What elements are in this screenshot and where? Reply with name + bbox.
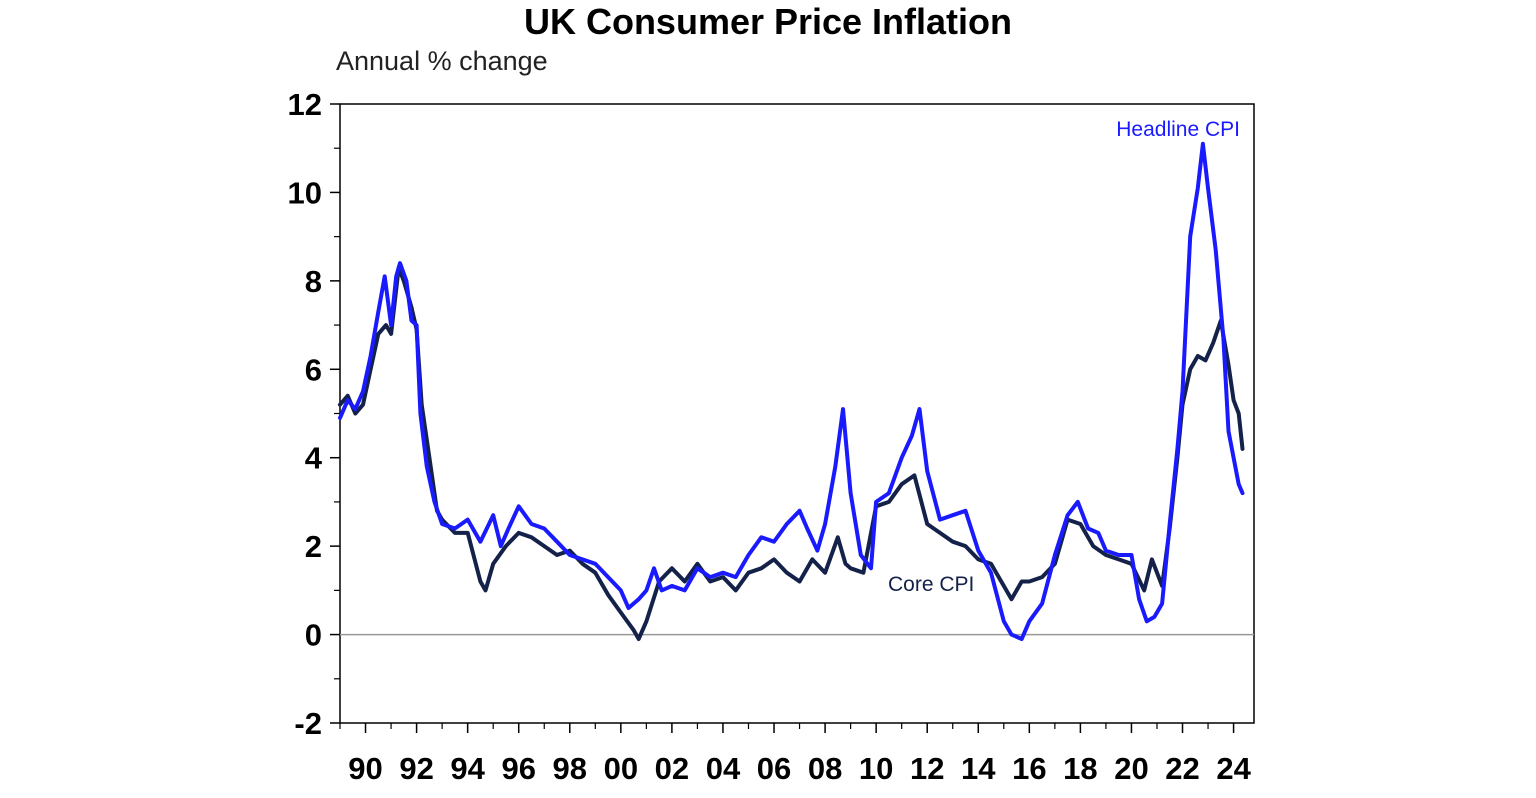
y-tick-label: 2: [305, 529, 322, 564]
x-tick-label: 92: [399, 751, 433, 786]
y-axis-label: Annual % change: [336, 46, 548, 76]
x-tick-label: 94: [450, 751, 485, 786]
x-tick-label: 02: [655, 751, 689, 786]
y-tick-label: 6: [305, 352, 322, 387]
x-tick-label: 22: [1165, 751, 1199, 786]
x-tick-label: 24: [1216, 751, 1251, 786]
headline-cpi-line: [338, 141, 1245, 641]
x-tick-label: 00: [604, 751, 638, 786]
x-tick-label: 98: [553, 751, 587, 786]
x-tick-label: 90: [348, 751, 382, 786]
x-tick-label: 18: [1063, 751, 1097, 786]
y-tick-label: 12: [288, 87, 322, 122]
core-cpi-label: Core CPI: [888, 573, 974, 596]
x-tick-label: 20: [1114, 751, 1148, 786]
y-axis: -2 0 2 4 6 8 10 12: [288, 87, 340, 741]
x-tick-label: 08: [808, 751, 842, 786]
y-tick-label: 10: [288, 175, 322, 210]
x-axis: 90 92 94 96 98 00 02 04 06 08 10 12 14 16 18 20 22 24: [339, 723, 1252, 786]
y-tick-label: 0: [305, 618, 322, 653]
y-tick-label: 4: [305, 441, 323, 476]
x-tick-label: 12: [910, 751, 944, 786]
x-tick-label: 14: [961, 751, 996, 786]
x-tick-label: 06: [757, 751, 791, 786]
chart-title: UK Consumer Price Inflation: [524, 1, 1012, 42]
series-labels: Headline CPI Core CPI: [888, 118, 1240, 596]
y-tick-label: 8: [305, 264, 322, 299]
series-layer: [338, 141, 1245, 641]
x-tick-label: 96: [501, 751, 535, 786]
y-tick-label: -2: [294, 706, 322, 741]
headline-cpi-label: Headline CPI: [1116, 118, 1240, 141]
x-tick-label: 04: [706, 751, 741, 786]
x-tick-label: 10: [859, 751, 893, 786]
plot-area: [339, 103, 1255, 724]
x-tick-label: 16: [1012, 751, 1046, 786]
